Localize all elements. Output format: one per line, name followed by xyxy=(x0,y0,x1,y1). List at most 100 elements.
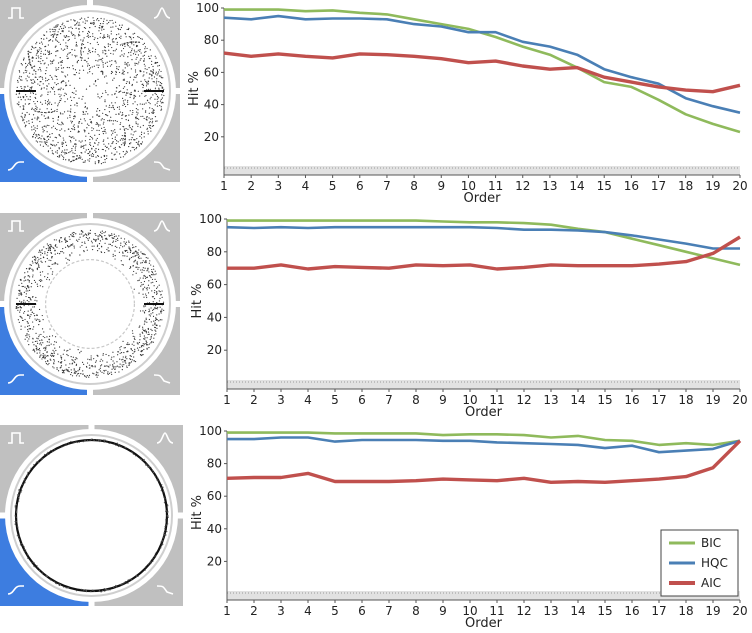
plot-area xyxy=(227,219,740,383)
rising-step-icon xyxy=(7,161,24,171)
x-tick-label: 6 xyxy=(356,179,364,193)
x-tick-label: 2 xyxy=(250,393,258,407)
y-tick-label: 40 xyxy=(204,98,219,112)
y-tick-label: 80 xyxy=(207,457,222,471)
y-tick-label: 40 xyxy=(207,310,222,324)
x-tick-label: 7 xyxy=(385,604,393,618)
x-tick-label: 17 xyxy=(651,393,666,407)
x-tick-label: 2 xyxy=(250,604,258,618)
x-tick-label: 10 xyxy=(462,604,477,618)
y-tick-label: 100 xyxy=(199,212,222,226)
x-tick-label: 12 xyxy=(515,179,530,193)
baseline-band xyxy=(227,380,740,389)
series-line-aic xyxy=(227,235,741,271)
baseline-band xyxy=(224,166,740,175)
x-axis-label: Order xyxy=(465,405,503,420)
x-tick-label: 20 xyxy=(732,604,747,618)
x-tick-label: 16 xyxy=(624,604,639,618)
x-tick-label: 1 xyxy=(220,179,228,193)
thumbnail-panel xyxy=(0,213,180,395)
y-tick-label: 60 xyxy=(207,278,222,292)
x-tick-label: 11 xyxy=(489,604,504,618)
x-tick-label: 18 xyxy=(678,179,693,193)
series-line-hqc xyxy=(223,14,741,114)
x-axis-label: Order xyxy=(464,191,502,206)
x-tick-label: 5 xyxy=(331,393,339,407)
x-tick-label: 13 xyxy=(543,604,558,618)
x-tick-label: 10 xyxy=(461,179,476,193)
square-pulse-icon xyxy=(8,7,24,19)
series-line-bic xyxy=(227,431,741,447)
x-tick-label: 7 xyxy=(385,393,393,407)
scatter-points xyxy=(15,229,165,378)
y-tick-label: 80 xyxy=(207,245,222,259)
gaussian-peak-icon xyxy=(153,220,171,232)
x-tick-label: 20 xyxy=(732,393,747,407)
x-tick-label: 18 xyxy=(678,393,693,407)
x-tick-label: 5 xyxy=(331,604,339,618)
gaussian-peak-icon xyxy=(153,7,171,19)
x-tick-label: 15 xyxy=(597,604,612,618)
x-tick-label: 20 xyxy=(732,179,747,193)
x-tick-label: 11 xyxy=(488,179,503,193)
x-tick-label: 19 xyxy=(705,604,720,618)
legend-label-hqc: HQC xyxy=(701,556,728,570)
x-tick-label: 4 xyxy=(304,393,312,407)
legend-label-bic: BIC xyxy=(701,536,721,550)
series-line-aic xyxy=(223,51,741,94)
x-tick-label: 1 xyxy=(223,604,231,618)
x-axis-label: Order xyxy=(465,616,503,631)
legend-label-aic: AIC xyxy=(701,576,721,590)
baseline-band xyxy=(227,591,740,600)
series-line-aic xyxy=(226,439,742,484)
plot-area xyxy=(224,8,740,169)
x-tick-label: 3 xyxy=(277,604,285,618)
x-tick-label: 19 xyxy=(705,393,720,407)
rising-step-icon xyxy=(7,374,24,384)
x-tick-label: 6 xyxy=(358,604,366,618)
gaussian-peak-icon xyxy=(156,432,174,444)
scatter-points xyxy=(14,438,169,593)
x-tick-label: 3 xyxy=(277,393,285,407)
x-tick-label: 16 xyxy=(624,179,639,193)
x-tick-label: 3 xyxy=(274,179,282,193)
y-tick-label: 20 xyxy=(204,130,219,144)
y-axis-label: Hit % xyxy=(187,71,202,106)
rising-step-icon xyxy=(7,585,24,595)
series-line-hqc xyxy=(227,436,741,454)
x-tick-label: 15 xyxy=(597,179,612,193)
x-tick-label: 7 xyxy=(383,179,391,193)
scatter-points xyxy=(15,16,165,165)
falling-step-icon xyxy=(156,585,174,595)
x-tick-label: 8 xyxy=(412,604,420,618)
y-tick-label: 60 xyxy=(204,65,219,79)
x-tick-label: 13 xyxy=(543,393,558,407)
x-tick-label: 12 xyxy=(516,604,531,618)
x-tick-label: 14 xyxy=(570,604,585,618)
x-tick-label: 19 xyxy=(705,179,720,193)
y-tick-label: 40 xyxy=(207,522,222,536)
x-tick-label: 10 xyxy=(462,393,477,407)
x-tick-label: 17 xyxy=(651,604,666,618)
x-tick-label: 4 xyxy=(302,179,310,193)
x-tick-label: 9 xyxy=(437,179,445,193)
y-tick-label: 80 xyxy=(204,33,219,47)
x-tick-label: 8 xyxy=(412,393,420,407)
y-tick-label: 20 xyxy=(207,343,222,357)
square-pulse-icon xyxy=(8,432,24,444)
x-tick-label: 1 xyxy=(223,393,231,407)
series-line-bic xyxy=(227,219,741,267)
x-tick-label: 9 xyxy=(439,604,447,618)
thumbnail-panel xyxy=(0,425,183,606)
falling-step-icon xyxy=(153,161,171,171)
y-tick-label: 20 xyxy=(207,554,222,568)
x-tick-label: 12 xyxy=(516,393,531,407)
x-tick-label: 15 xyxy=(597,393,612,407)
x-tick-label: 13 xyxy=(542,179,557,193)
x-tick-label: 4 xyxy=(304,604,312,618)
y-axis-label: Hit % xyxy=(190,284,205,319)
